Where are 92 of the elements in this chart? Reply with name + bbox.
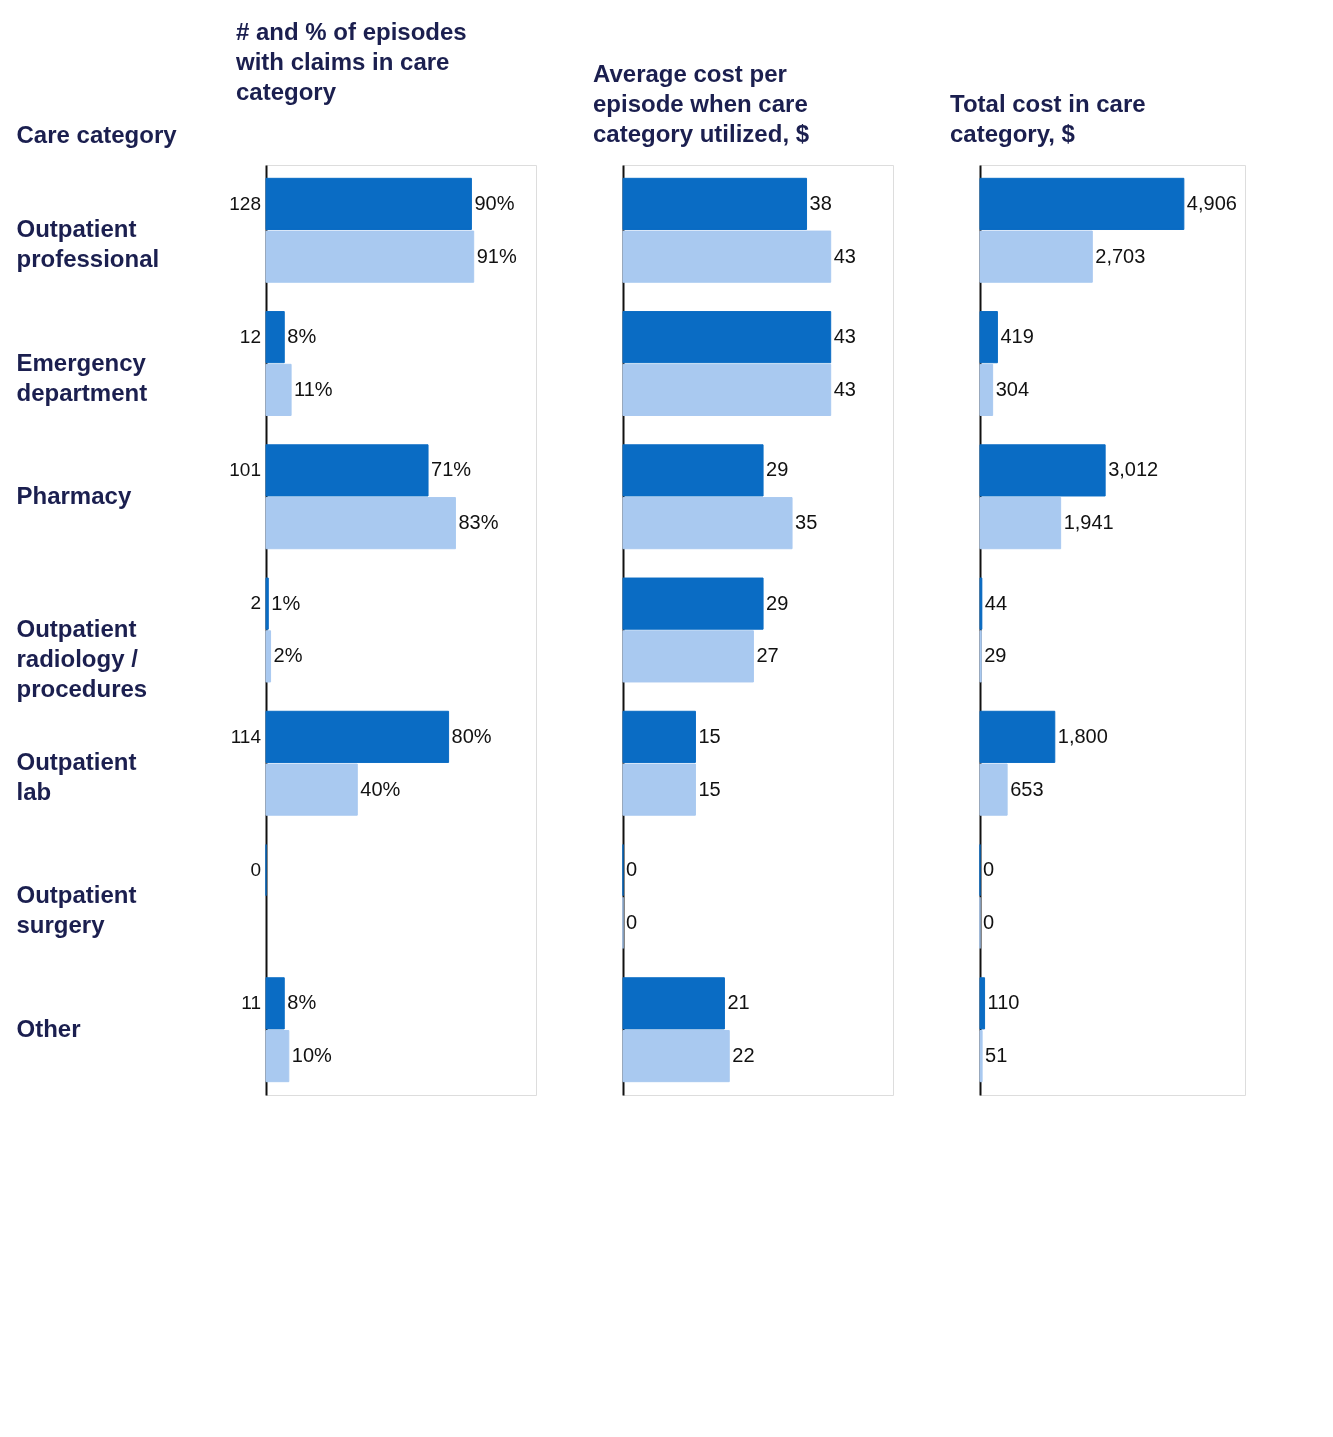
chart-title: # and % of episodes with claims in care category xyxy=(235,18,467,105)
bar xyxy=(979,1030,983,1083)
bar xyxy=(622,497,793,550)
data-label: 2,703 xyxy=(1095,244,1146,267)
bar xyxy=(979,311,998,364)
data-label: 419 xyxy=(1000,325,1034,348)
bar xyxy=(265,230,475,283)
text: 12 xyxy=(239,325,261,347)
bar xyxy=(622,763,696,816)
y-axis-title: Care category xyxy=(16,120,178,148)
text: 128 xyxy=(229,192,261,214)
y-tick-label: Outpatient surgery xyxy=(16,881,137,939)
y-tick-label: Outpatient professional xyxy=(16,215,160,273)
bar xyxy=(265,311,285,364)
data-label: 304 xyxy=(995,377,1030,400)
data-label: 43 xyxy=(833,377,856,400)
bar xyxy=(265,630,272,683)
data-label: 22 xyxy=(732,1044,755,1067)
bar xyxy=(622,230,832,283)
text: 101 xyxy=(229,459,261,481)
data-label: 43 xyxy=(833,244,856,267)
data-label: 11% xyxy=(294,377,333,400)
bar xyxy=(979,230,1093,283)
bar xyxy=(265,177,472,230)
data-label: 29 xyxy=(766,591,789,614)
data-label: 4,906 xyxy=(1186,191,1237,214)
data-label: 91% xyxy=(476,244,517,267)
data-label: 3,012 xyxy=(1108,458,1159,481)
data-label: 0 xyxy=(983,858,995,881)
bar xyxy=(265,577,269,630)
bar xyxy=(622,311,832,364)
data-label: 43 xyxy=(833,325,856,348)
bar xyxy=(622,630,754,683)
text: 0 xyxy=(250,858,261,880)
bar xyxy=(622,363,832,416)
bar xyxy=(265,763,358,816)
y-tick-label: Outpatient lab xyxy=(16,748,137,806)
data-label: 110 xyxy=(987,991,1020,1014)
bar xyxy=(265,363,292,416)
data-label: 2% xyxy=(273,644,303,667)
data-label: 1% xyxy=(271,591,301,614)
bar xyxy=(265,497,456,550)
data-label: 90% xyxy=(474,191,515,214)
text: 2 xyxy=(250,592,261,614)
y-tick-label: Outpatient radiology / procedures xyxy=(16,615,148,702)
bar xyxy=(979,497,1062,550)
data-label: 0 xyxy=(626,910,638,933)
data-label: 35 xyxy=(795,511,818,534)
y-tick-label: Other xyxy=(16,1014,81,1042)
data-label: 83% xyxy=(458,511,499,534)
data-label: 1,941 xyxy=(1063,511,1114,534)
bar xyxy=(979,444,1106,497)
y-tick-label: Emergency department xyxy=(16,348,148,406)
data-label: 0 xyxy=(983,910,995,933)
bar xyxy=(622,577,764,630)
bar xyxy=(979,710,1056,763)
data-label: 653 xyxy=(1010,777,1044,800)
data-label: 15 xyxy=(698,724,721,747)
bar xyxy=(979,763,1008,816)
chart-title: Average cost per episode when care category utilized, $ xyxy=(593,60,810,147)
data-label: 38 xyxy=(809,191,832,214)
bar xyxy=(622,444,764,497)
data-label: 1,800 xyxy=(1057,724,1108,747)
data-label: 8% xyxy=(287,991,317,1014)
bar xyxy=(265,444,429,497)
bar xyxy=(622,1030,730,1083)
bar xyxy=(265,977,285,1030)
bar xyxy=(622,710,696,763)
data-label: 29 xyxy=(984,644,1007,667)
data-label: 15 xyxy=(698,777,721,800)
y-tick-label: Pharmacy xyxy=(16,481,132,509)
data-label: 27 xyxy=(756,644,779,667)
data-label: 44 xyxy=(984,591,1008,614)
bar xyxy=(979,363,994,416)
chart-title: Total cost in care category, $ xyxy=(950,90,1146,147)
data-label: 10% xyxy=(291,1044,333,1067)
bar xyxy=(265,1030,290,1083)
data-label: 71% xyxy=(431,458,472,481)
bar xyxy=(622,177,808,230)
bar xyxy=(979,977,986,1030)
data-label: 29 xyxy=(766,458,789,481)
data-label: 40% xyxy=(360,777,401,800)
text: 114 xyxy=(230,725,262,747)
data-label: 80% xyxy=(451,724,492,747)
data-label: 8% xyxy=(287,325,317,348)
data-label: 51 xyxy=(985,1044,1008,1067)
data-label: 21 xyxy=(727,991,750,1014)
bar xyxy=(979,177,1185,230)
data-label: 0 xyxy=(626,858,638,881)
bar xyxy=(265,710,450,763)
text: 11 xyxy=(241,992,261,1014)
bar xyxy=(622,977,725,1030)
